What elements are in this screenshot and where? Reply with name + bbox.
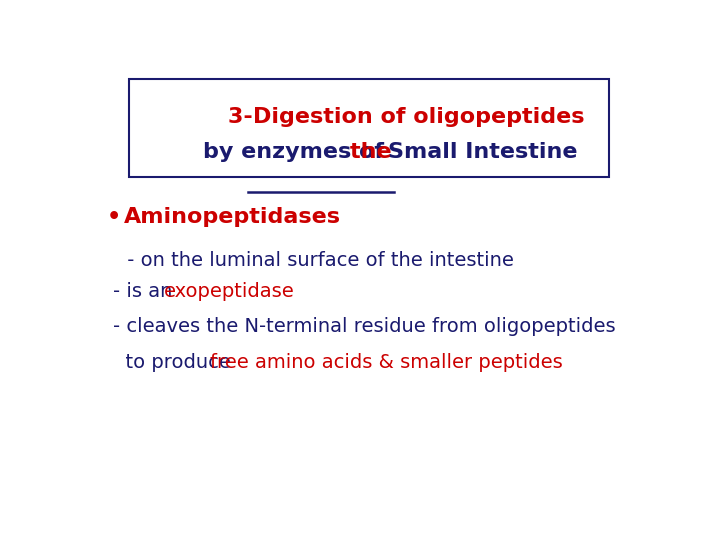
Text: 3-: 3- (228, 107, 261, 127)
Text: the: the (350, 142, 399, 162)
Text: to produce: to produce (114, 353, 238, 372)
Text: by enzymes of: by enzymes of (203, 142, 392, 162)
Text: - cleaves the N-terminal residue from oligopeptides: - cleaves the N-terminal residue from ol… (114, 318, 616, 336)
FancyBboxPatch shape (129, 79, 609, 177)
Text: exopeptidase: exopeptidase (164, 282, 295, 301)
Text: Aminopeptidases: Aminopeptidases (124, 207, 341, 227)
Text: - is an: - is an (114, 282, 179, 301)
Text: - on the luminal surface of the intestine: - on the luminal surface of the intestin… (121, 251, 513, 269)
Text: Digestion of oligopeptides: Digestion of oligopeptides (253, 107, 585, 127)
Text: free amino acids & smaller peptides: free amino acids & smaller peptides (210, 353, 562, 372)
Text: •: • (107, 207, 129, 227)
Text: Small Intestine: Small Intestine (388, 142, 577, 162)
